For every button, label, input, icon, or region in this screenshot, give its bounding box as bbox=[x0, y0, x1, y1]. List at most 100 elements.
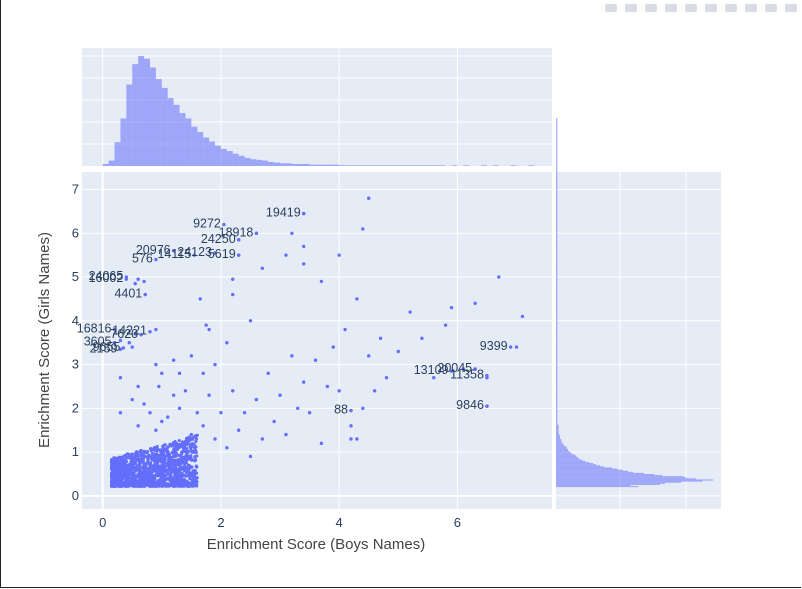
y-histogram-bar bbox=[556, 255, 558, 257]
pan-icon[interactable] bbox=[644, 0, 658, 12]
data-point bbox=[159, 467, 163, 472]
data-point bbox=[337, 389, 341, 393]
x-histogram-bar bbox=[120, 118, 127, 166]
y-histogram-bar bbox=[556, 456, 578, 458]
data-point bbox=[231, 389, 235, 393]
y-histogram-bar bbox=[556, 232, 558, 234]
box-select-icon[interactable] bbox=[664, 0, 678, 12]
point-label: 24250 bbox=[201, 232, 236, 246]
y-histogram-bar bbox=[556, 372, 558, 374]
y-histogram-bar bbox=[556, 313, 558, 315]
x-histogram-bar bbox=[250, 159, 257, 166]
y-histogram-bar bbox=[556, 234, 558, 236]
x-histogram-bar bbox=[528, 165, 535, 166]
y-histogram-bar bbox=[556, 441, 562, 443]
data-point bbox=[152, 477, 157, 481]
y-histogram-bar bbox=[556, 128, 558, 130]
y-histogram-bar bbox=[556, 418, 558, 420]
autoscale-icon[interactable] bbox=[744, 0, 758, 12]
scatter-points[interactable] bbox=[109, 196, 525, 488]
data-point bbox=[195, 433, 199, 437]
x-histogram-bar bbox=[339, 165, 346, 166]
data-point bbox=[155, 446, 159, 450]
y-histogram-bar bbox=[556, 414, 558, 416]
camera-icon[interactable] bbox=[604, 0, 618, 12]
zoom-in-icon[interactable] bbox=[704, 0, 718, 12]
y-histogram-bar bbox=[556, 355, 558, 357]
y-histogram-bar bbox=[556, 333, 558, 336]
zoom-icon[interactable] bbox=[624, 0, 638, 12]
y-histogram-bar bbox=[556, 159, 558, 162]
point-label: 13109 bbox=[414, 363, 449, 377]
y-histogram-bar bbox=[556, 464, 596, 466]
labeled-data-point bbox=[254, 231, 259, 235]
y-histogram-bar bbox=[556, 202, 558, 204]
data-point bbox=[159, 450, 163, 454]
y-histogram-bar bbox=[556, 134, 558, 136]
y-histogram-bar bbox=[556, 175, 558, 177]
point-label: 3605 bbox=[84, 335, 112, 349]
y-histogram-bar bbox=[556, 256, 558, 258]
x-histogram-bar bbox=[108, 160, 115, 166]
y-histogram-bar bbox=[556, 430, 559, 432]
y-histogram-bar bbox=[556, 426, 559, 429]
y-histogram-bar bbox=[556, 484, 631, 487]
y-histogram-bar bbox=[556, 207, 558, 209]
reset-axes-icon[interactable] bbox=[764, 0, 778, 12]
x-tick-labels: 0 2 4 6 bbox=[99, 515, 461, 530]
data-point bbox=[325, 384, 330, 389]
y-histogram-bar bbox=[556, 411, 558, 413]
data-point bbox=[136, 277, 140, 281]
y-histogram-bar bbox=[556, 190, 558, 192]
zoom-out-icon[interactable] bbox=[724, 0, 738, 12]
y-histogram-bar bbox=[556, 386, 558, 388]
data-point bbox=[133, 462, 137, 466]
y-histogram-bar bbox=[556, 309, 558, 311]
y-histogram-bar bbox=[556, 307, 558, 309]
y-histogram-bar bbox=[556, 354, 558, 356]
y-histogram-bar bbox=[556, 406, 558, 408]
data-point bbox=[130, 397, 134, 402]
y-histogram-bar bbox=[556, 391, 558, 394]
y-histogram-bar bbox=[556, 335, 558, 337]
data-point bbox=[194, 464, 198, 468]
x-histogram-bar bbox=[244, 157, 251, 166]
y-histogram-bar bbox=[556, 452, 571, 454]
data-point bbox=[176, 472, 181, 476]
data-point bbox=[142, 402, 146, 406]
y-histogram-bar bbox=[556, 360, 558, 362]
labeled-data-point bbox=[222, 222, 226, 227]
y-histogram-bar bbox=[556, 141, 558, 143]
x-histogram-bar bbox=[356, 165, 363, 166]
lasso-select-icon[interactable] bbox=[684, 0, 698, 12]
point-label: 20976 bbox=[136, 243, 171, 257]
y-histogram-bar bbox=[556, 478, 696, 480]
labeled-data-point bbox=[112, 340, 117, 345]
y-histogram-bar bbox=[556, 379, 558, 381]
y-histogram-bar bbox=[556, 142, 558, 144]
data-point bbox=[148, 455, 152, 459]
y-histogram-bar bbox=[556, 252, 558, 255]
data-point bbox=[182, 477, 186, 482]
y-histogram-bar bbox=[556, 296, 558, 298]
data-point bbox=[191, 437, 195, 441]
data-point bbox=[319, 279, 324, 284]
x-histogram-bar bbox=[291, 163, 298, 166]
y-histogram-bar bbox=[556, 380, 558, 383]
x-histogram-bar bbox=[374, 165, 381, 166]
y-histogram-bar bbox=[556, 419, 558, 421]
plotly-logo-icon[interactable] bbox=[784, 0, 798, 12]
data-point bbox=[132, 455, 137, 460]
point-label: 14221 bbox=[112, 324, 147, 338]
data-point bbox=[134, 479, 138, 483]
y-histogram-bar bbox=[556, 239, 558, 241]
y-histogram-bar bbox=[556, 135, 558, 137]
y-histogram-bar bbox=[556, 154, 558, 156]
y-histogram-bar bbox=[556, 121, 558, 123]
data-point bbox=[168, 458, 172, 463]
x-histogram-bar bbox=[303, 163, 310, 166]
y-histogram-bar bbox=[556, 436, 560, 438]
x-histogram-bar bbox=[114, 142, 121, 166]
x-histogram-bar bbox=[427, 165, 434, 166]
